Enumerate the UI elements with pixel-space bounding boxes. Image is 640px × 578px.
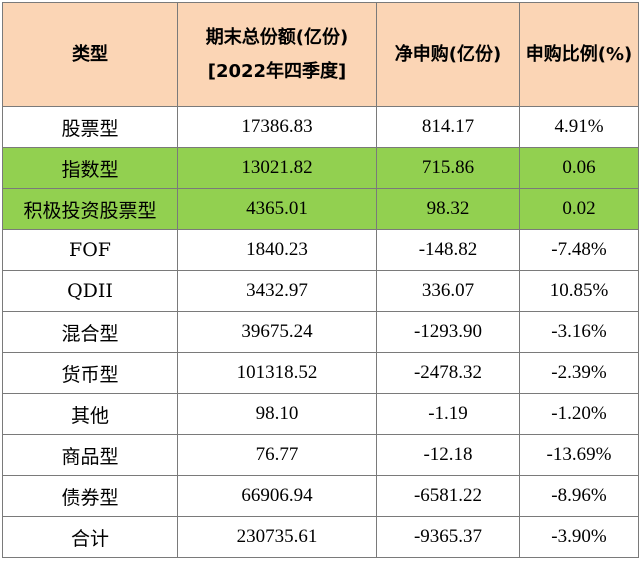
cell-fund-type: QDII [2,270,178,312]
cell-subscription-ratio: -1.20% [519,393,639,435]
cell-total-shares: 3432.97 [177,270,377,312]
cell-subscription-ratio: 10.85% [519,270,639,312]
table-header: 类型 期末总份额(亿份)[2022年四季度] 净申购(亿份) 申购比例(%) [2,2,639,107]
cell-total-shares: 4365.01 [177,188,377,230]
cell-fund-type: 股票型 [2,106,178,148]
cell-subscription-ratio: -13.69% [519,434,639,476]
table-row: 积极投资股票型 4365.01 98.32 0.02 [2,188,639,230]
fund-subscription-table: 类型 期末总份额(亿份)[2022年四季度] 净申购(亿份) 申购比例(%) 股… [2,2,639,558]
cell-net-subscription: -148.82 [376,229,520,271]
table-row: 指数型 13021.82 715.86 0.06 [2,147,639,189]
cell-total-shares: 1840.23 [177,229,377,271]
cell-subscription-ratio: -7.48% [519,229,639,271]
cell-net-subscription: -6581.22 [376,475,520,517]
cell-fund-type: 混合型 [2,311,178,353]
cell-fund-type: 债券型 [2,475,178,517]
cell-fund-type: 货币型 [2,352,178,394]
header-net-subscription: 净申购(亿份) [376,2,520,107]
table-row: FOF 1840.23 -148.82 -7.48% [2,229,639,271]
table-row: 混合型 39675.24 -1293.90 -3.16% [2,311,639,353]
table-row: QDII 3432.97 336.07 10.85% [2,270,639,312]
cell-fund-type: 合计 [2,516,178,558]
cell-net-subscription: 98.32 [376,188,520,230]
cell-net-subscription: 715.86 [376,147,520,189]
cell-fund-type: 指数型 [2,147,178,189]
cell-net-subscription: -1293.90 [376,311,520,353]
cell-net-subscription: -12.18 [376,434,520,476]
table-row: 合计 230735.61 -9365.37 -3.90% [2,516,639,558]
cell-fund-type: 其他 [2,393,178,435]
cell-total-shares: 17386.83 [177,106,377,148]
cell-net-subscription: -9365.37 [376,516,520,558]
cell-total-shares: 98.10 [177,393,377,435]
cell-fund-type: 积极投资股票型 [2,188,178,230]
header-type: 类型 [2,2,178,107]
cell-total-shares: 13021.82 [177,147,377,189]
header-row: 类型 期末总份额(亿份)[2022年四季度] 净申购(亿份) 申购比例(%) [2,2,639,107]
cell-subscription-ratio: 4.91% [519,106,639,148]
cell-net-subscription: 814.17 [376,106,520,148]
table-row: 债券型 66906.94 -6581.22 -8.96% [2,475,639,517]
cell-subscription-ratio: -2.39% [519,352,639,394]
table-body: 股票型 17386.83 814.17 4.91% 指数型 13021.82 715.86 0… [2,106,639,558]
cell-fund-type: FOF [2,229,178,271]
cell-net-subscription: 336.07 [376,270,520,312]
cell-fund-type: 商品型 [2,434,178,476]
cell-subscription-ratio: -8.96% [519,475,639,517]
table-row: 货币型 101318.52 -2478.32 -2.39% [2,352,639,394]
cell-subscription-ratio: -3.90% [519,516,639,558]
cell-subscription-ratio: 0.06 [519,147,639,189]
cell-total-shares: 101318.52 [177,352,377,394]
cell-subscription-ratio: -3.16% [519,311,639,353]
table-row: 其他 98.10 -1.19 -1.20% [2,393,639,435]
cell-total-shares: 39675.24 [177,311,377,353]
header-subscription-ratio: 申购比例(%) [519,2,639,107]
cell-net-subscription: -2478.32 [376,352,520,394]
header-aum: 期末总份额(亿份)[2022年四季度] [177,2,377,107]
table-row: 股票型 17386.83 814.17 4.91% [2,106,639,148]
cell-total-shares: 230735.61 [177,516,377,558]
table-row: 商品型 76.77 -12.18 -13.69% [2,434,639,476]
cell-subscription-ratio: 0.02 [519,188,639,230]
cell-total-shares: 66906.94 [177,475,377,517]
cell-total-shares: 76.77 [177,434,377,476]
cell-net-subscription: -1.19 [376,393,520,435]
